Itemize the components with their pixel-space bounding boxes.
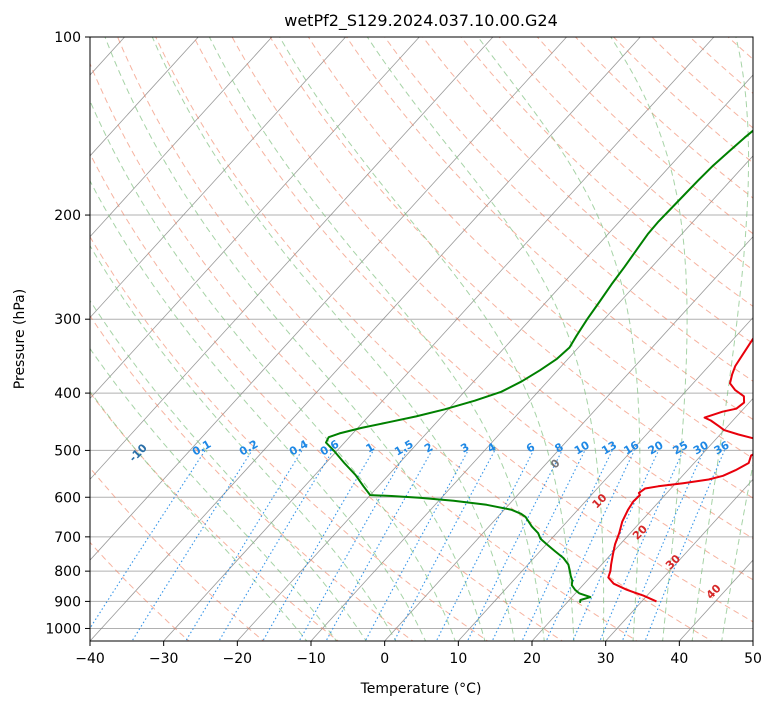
y-tick-label: 900	[54, 594, 81, 610]
dry-adiabat-line	[155, 37, 753, 623]
y-tick-label: 600	[54, 490, 81, 506]
x-tick-label: −30	[149, 651, 179, 667]
mixing-ratio-line	[90, 450, 206, 630]
dry-adiabat-line	[90, 62, 638, 641]
mixing-ratio-line	[521, 450, 613, 641]
moist-adiabat-line	[366, 37, 605, 641]
isotherm-line	[237, 74, 753, 641]
y-tick-label: 200	[54, 208, 81, 224]
mixing-ratio-line	[644, 450, 726, 641]
y-axis: 100 200 300 400 500 600 700 800 900 1000	[45, 30, 90, 637]
dewpoint-profile-line	[325, 129, 753, 603]
y-tick-label: 300	[54, 312, 81, 328]
moist-adiabat-line	[721, 461, 753, 641]
y-tick-label: 700	[54, 530, 81, 546]
dry-adiabat-line	[90, 235, 489, 641]
y-tick-label: 400	[54, 386, 81, 402]
moist-adiabat-line	[90, 244, 397, 641]
mixing-ratio-line	[435, 450, 535, 641]
dry-adiabat-line	[193, 37, 753, 581]
moist-adiabat-line	[691, 37, 750, 641]
mixing-ratio-line	[185, 450, 303, 641]
x-tick-label: 50	[744, 651, 762, 667]
isotherm-line	[605, 478, 753, 641]
moist-adiabat-line	[90, 347, 338, 641]
x-tick-label: −40	[75, 651, 105, 667]
moist-adiabat-line	[104, 37, 486, 641]
y-tick-label: 100	[54, 30, 81, 46]
dry-adiabat-line	[90, 152, 564, 641]
moist-adiabat-line	[610, 37, 688, 641]
moist-adiabat-line	[90, 299, 367, 641]
y-tick-label: 1000	[45, 621, 81, 637]
dry-adiabat-line	[90, 541, 190, 641]
mixing-ratio-line	[621, 450, 705, 641]
moist-adiabat-line	[279, 37, 575, 641]
mixing-ratio-line	[364, 450, 469, 641]
y-axis-label: Pressure (hPa)	[12, 289, 28, 389]
x-tick-label: 40	[670, 651, 688, 667]
x-axis: −40 −30 −20 −10 0 10 20 30 40 50	[75, 641, 762, 667]
x-tick-label: −20	[223, 651, 253, 667]
isotherm-line	[458, 316, 753, 641]
isotherm-line	[90, 37, 199, 157]
moist-adiabat-line	[208, 37, 545, 641]
dry-adiabat-line	[307, 37, 753, 459]
x-axis-label: Temperature (°C)	[360, 681, 482, 697]
plot-background	[90, 37, 753, 641]
background-lines	[90, 37, 753, 641]
dry-adiabat-line	[269, 37, 753, 499]
isotherm-line	[90, 37, 567, 561]
isotherm-line	[531, 397, 753, 641]
chart-title: wetPf2_S129.2024.037.10.00.G24	[284, 11, 558, 31]
plot-frame	[89, 36, 754, 642]
isotherm-line	[90, 37, 494, 480]
dry-adiabat-line	[345, 37, 753, 421]
isotherm-line	[163, 37, 715, 641]
mixing-ratio-line	[218, 450, 334, 641]
mixing-ratio-line	[491, 450, 586, 641]
moist-adiabat-line	[90, 390, 308, 641]
moist-adiabat-line	[90, 99, 456, 641]
isotherm-line	[90, 37, 273, 238]
series-layer	[325, 129, 753, 603]
mixing-ratio-line	[131, 450, 253, 641]
moist-adiabat-line	[90, 179, 427, 641]
x-tick-label: 0	[380, 651, 389, 667]
y-tick-label: 800	[54, 564, 81, 580]
dry-adiabat-line	[231, 37, 753, 540]
isotherm-line	[90, 37, 420, 400]
isotherm-line	[384, 236, 753, 641]
dry-adiabat-line	[90, 467, 265, 641]
dry-adiabat-line	[117, 37, 713, 641]
isotherm-line	[90, 37, 641, 641]
dry-adiabat-line	[90, 315, 414, 641]
x-tick-label: −10	[296, 651, 326, 667]
isotherm-line	[90, 37, 346, 319]
x-tick-label: 20	[523, 651, 541, 667]
temperature-profile-line	[607, 337, 753, 603]
moist-adiabat-line	[477, 37, 641, 641]
moist-adiabat-line	[151, 37, 516, 641]
x-tick-label: 30	[597, 651, 615, 667]
y-tick-label: 500	[54, 443, 81, 459]
dry-adiabat-line	[90, 391, 340, 641]
mixing-ratio-line	[262, 450, 374, 641]
mixing-ratio-line	[393, 450, 496, 641]
x-tick-label: 10	[449, 651, 467, 667]
